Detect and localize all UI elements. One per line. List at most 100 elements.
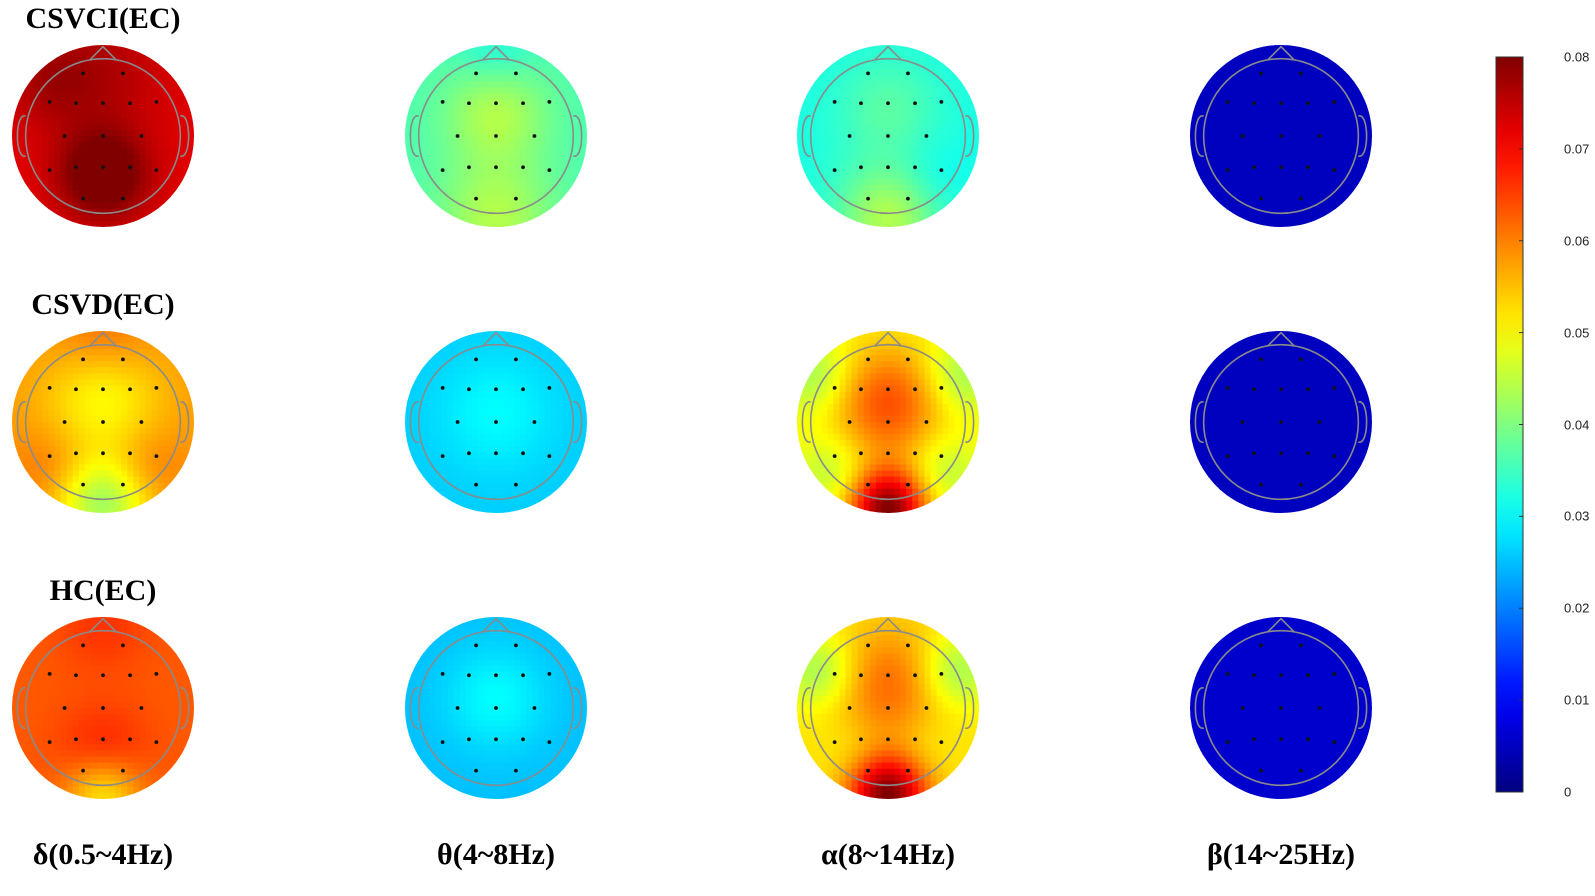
electrode-dot [1252, 165, 1256, 170]
head-outline [1202, 629, 1360, 787]
colorbar-tick-label: 0.03 [1564, 508, 1590, 524]
band-label-theta: θ(4~8Hz) [437, 838, 555, 871]
electrode-dot [474, 357, 478, 362]
head-outline [24, 57, 182, 215]
electrode-dot [154, 168, 159, 173]
nose-outline [874, 617, 902, 633]
right-ear-outline [180, 687, 190, 729]
nose-outline [89, 331, 117, 347]
electrode-dot [101, 673, 105, 678]
electrode-dot [47, 454, 52, 459]
electrode-dot [547, 99, 552, 104]
left-ear-outline [801, 115, 811, 157]
electrode-dot [1317, 134, 1322, 138]
electrode-dot [913, 451, 917, 456]
left-ear-outline [409, 115, 419, 157]
topomap-field [1190, 617, 1372, 799]
electrode-dot [440, 385, 445, 390]
electrode-dot [101, 165, 105, 170]
electrode-dot [859, 673, 863, 678]
right-ear-outline [1358, 115, 1368, 157]
electrode-dot [532, 134, 537, 138]
electrode-dot [121, 196, 125, 201]
electrode-dot [440, 168, 445, 173]
electrode-dot [494, 451, 498, 456]
electrode-dot [47, 671, 52, 676]
topomap-0-2 [797, 45, 979, 227]
electrode-dot [939, 168, 944, 173]
electrode-dot [440, 740, 445, 745]
electrode-dot [1225, 454, 1230, 459]
electrode-dot [128, 165, 132, 170]
electrode-dot [101, 737, 105, 742]
topomap-grid [12, 45, 1372, 799]
electrode-dot [1225, 385, 1230, 390]
colorbar-tick-label: 0 [1564, 784, 1572, 800]
electrode-dot [494, 706, 498, 710]
electrode-dot [474, 196, 478, 201]
electrode-dot [154, 740, 159, 745]
electrode-dot [121, 643, 125, 648]
electrode-dot [128, 451, 132, 456]
electrode-dot [859, 165, 863, 170]
electrode-dot [1332, 99, 1337, 104]
electrode-dot [494, 420, 498, 424]
electrode-dot [139, 706, 144, 710]
electrode-dot [886, 451, 890, 456]
right-ear-outline [965, 687, 975, 729]
electrode-dot [101, 706, 105, 710]
electrode-dot [1306, 451, 1310, 456]
electrode-dot [1259, 482, 1263, 487]
nose-outline [1267, 617, 1295, 633]
electrode-dot [924, 420, 929, 424]
topomap-1-1 [405, 331, 587, 513]
electrode-dot [924, 706, 929, 710]
electrode-dot [81, 357, 85, 362]
electrode-dot [1252, 101, 1256, 106]
electrode-dot [467, 387, 471, 392]
left-ear-outline [801, 687, 811, 729]
electrode-dot [74, 387, 78, 392]
nose-outline [1267, 45, 1295, 61]
electrode-dot [455, 420, 460, 424]
electrode-dot [1332, 168, 1337, 173]
electrode-dot [514, 71, 518, 76]
electrode-dot [1252, 673, 1256, 678]
electrode-dot [128, 673, 132, 678]
colorbar-tick-label: 0.08 [1564, 49, 1590, 65]
electrode-dot [547, 454, 552, 459]
electrode-dot [128, 101, 132, 106]
electrode-dot [1306, 737, 1310, 742]
right-ear-outline [1358, 687, 1368, 729]
electrode-dot [847, 706, 852, 710]
left-ear-outline [16, 115, 26, 157]
electrode-dot [1279, 673, 1283, 678]
electrode-dot [532, 706, 537, 710]
electrode-dot [440, 99, 445, 104]
electrode-dot [514, 643, 518, 648]
head-outline [1202, 343, 1360, 501]
electrode-dot [1252, 387, 1256, 392]
electrode-dot [1259, 768, 1263, 773]
electrode-dot [859, 451, 863, 456]
electrode-dot [494, 673, 498, 678]
electrode-dot [1317, 706, 1322, 710]
electrode-dot [139, 134, 144, 138]
nose-outline [482, 331, 510, 347]
nose-outline [89, 45, 117, 61]
nose-outline [1267, 331, 1295, 347]
electrode-dot [74, 101, 78, 106]
electrode-dot [939, 99, 944, 104]
electrode-dot [866, 643, 870, 648]
colorbar-tick-label: 0.05 [1564, 325, 1590, 341]
electrode-dot [1299, 71, 1303, 76]
electrode-dot [121, 768, 125, 773]
electrode-dot [467, 165, 471, 170]
electrode-dot [1317, 420, 1322, 424]
electrode-dot [547, 168, 552, 173]
electrode-dot [886, 420, 890, 424]
electrode-dot [939, 454, 944, 459]
electrode-dot [514, 482, 518, 487]
electrode-dot [521, 101, 525, 106]
